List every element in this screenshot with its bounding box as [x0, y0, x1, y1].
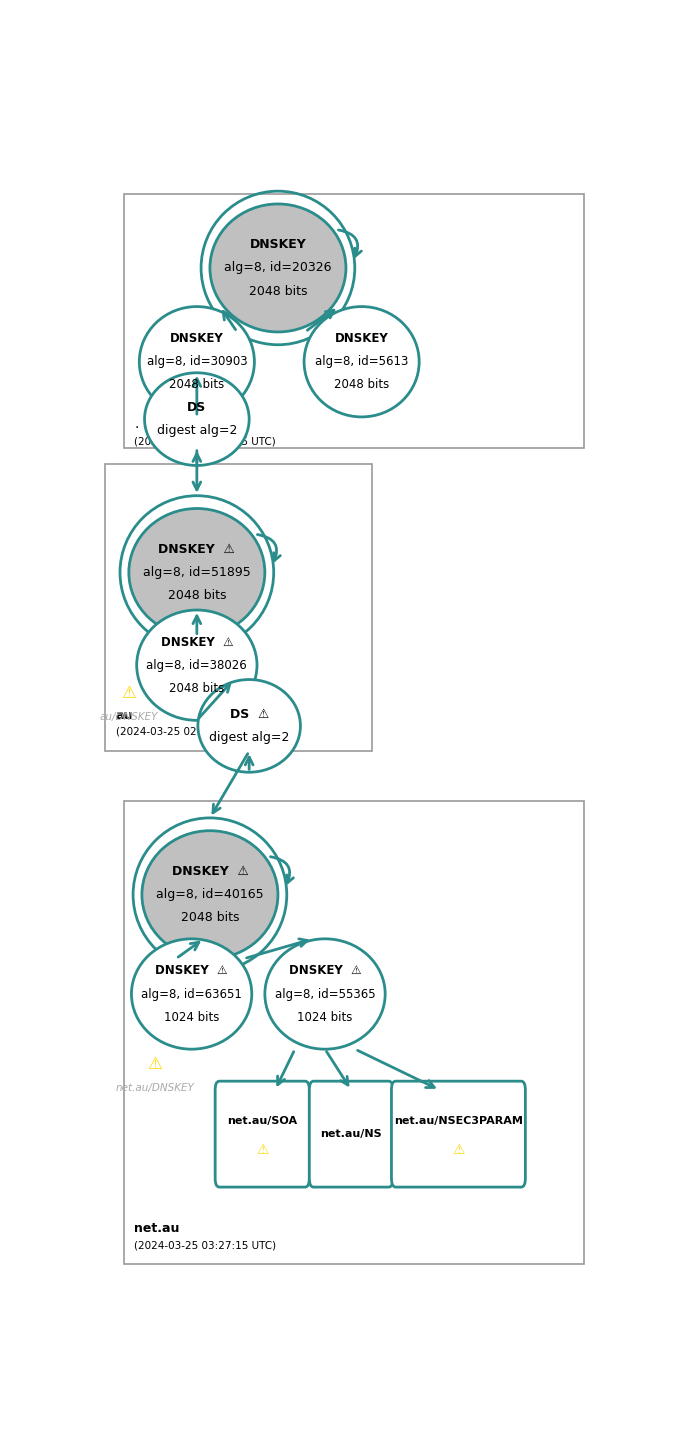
- Text: ⚠: ⚠: [256, 1142, 269, 1156]
- Text: DS: DS: [187, 401, 207, 414]
- Ellipse shape: [304, 307, 419, 417]
- Ellipse shape: [265, 939, 385, 1049]
- Text: 2048 bits: 2048 bits: [181, 911, 239, 924]
- Text: au: au: [116, 709, 133, 722]
- Ellipse shape: [139, 307, 254, 417]
- FancyArrowPatch shape: [257, 535, 280, 560]
- Ellipse shape: [144, 373, 249, 466]
- Text: 2048 bits: 2048 bits: [167, 589, 226, 602]
- Text: digest alg=2: digest alg=2: [157, 424, 237, 437]
- FancyBboxPatch shape: [215, 1080, 309, 1187]
- Text: au/DNSKEY: au/DNSKEY: [100, 712, 158, 722]
- FancyBboxPatch shape: [309, 1080, 393, 1187]
- Text: alg=8, id=51895: alg=8, id=51895: [143, 566, 250, 579]
- Ellipse shape: [142, 831, 278, 959]
- Text: alg=8, id=63651: alg=8, id=63651: [141, 987, 242, 1000]
- Text: DNSKEY: DNSKEY: [170, 332, 223, 345]
- Text: (2024-03-25 03:27:15 UTC): (2024-03-25 03:27:15 UTC): [134, 1240, 276, 1250]
- Text: DNSKEY: DNSKEY: [335, 332, 389, 345]
- Text: alg=8, id=55365: alg=8, id=55365: [275, 987, 375, 1000]
- Text: net.au: net.au: [134, 1222, 180, 1235]
- FancyBboxPatch shape: [392, 1080, 525, 1187]
- Text: net.au/NSEC3PARAM: net.au/NSEC3PARAM: [394, 1116, 523, 1126]
- Text: .: .: [134, 417, 138, 431]
- Text: DS  ⚠: DS ⚠: [230, 708, 269, 721]
- Text: alg=8, id=20326: alg=8, id=20326: [224, 261, 331, 275]
- Text: 1024 bits: 1024 bits: [164, 1010, 219, 1023]
- Text: alg=8, id=38026: alg=8, id=38026: [146, 659, 247, 672]
- Ellipse shape: [210, 203, 346, 332]
- Text: alg=8, id=30903: alg=8, id=30903: [146, 355, 247, 368]
- Ellipse shape: [129, 509, 265, 636]
- Text: DNSKEY  ⚠: DNSKEY ⚠: [155, 964, 228, 977]
- Text: 1024 bits: 1024 bits: [297, 1010, 353, 1023]
- Text: net.au/NS: net.au/NS: [321, 1129, 382, 1139]
- Text: 2048 bits: 2048 bits: [334, 378, 389, 391]
- Text: DNSKEY  ⚠: DNSKEY ⚠: [289, 964, 361, 977]
- Text: (2024-03-25 00:40:05 UTC): (2024-03-25 00:40:05 UTC): [134, 437, 276, 447]
- Text: DNSKEY  ⚠: DNSKEY ⚠: [159, 543, 235, 556]
- Text: DNSKEY  ⚠: DNSKEY ⚠: [161, 635, 233, 649]
- Bar: [124, 801, 584, 1264]
- Text: 2048 bits: 2048 bits: [169, 378, 225, 391]
- Ellipse shape: [198, 679, 300, 772]
- Text: alg=8, id=40165: alg=8, id=40165: [156, 888, 264, 901]
- Text: (2024-03-25 02:21:15 UTC): (2024-03-25 02:21:15 UTC): [116, 727, 258, 737]
- Ellipse shape: [132, 939, 252, 1049]
- Ellipse shape: [136, 610, 257, 721]
- Text: DNSKEY: DNSKEY: [250, 238, 306, 251]
- FancyArrowPatch shape: [271, 857, 294, 883]
- Text: alg=8, id=5613: alg=8, id=5613: [315, 355, 408, 368]
- Text: 2048 bits: 2048 bits: [248, 285, 307, 298]
- Text: net.au/DNSKEY: net.au/DNSKEY: [115, 1083, 194, 1093]
- Bar: [124, 193, 584, 447]
- Text: 2048 bits: 2048 bits: [169, 682, 225, 695]
- Text: ⚠: ⚠: [452, 1142, 464, 1156]
- Text: digest alg=2: digest alg=2: [209, 731, 290, 744]
- Text: DNSKEY  ⚠: DNSKEY ⚠: [171, 866, 248, 878]
- Bar: [105, 464, 372, 751]
- FancyArrowPatch shape: [338, 229, 361, 257]
- Text: net.au/SOA: net.au/SOA: [227, 1116, 297, 1126]
- Text: ⚠: ⚠: [148, 1055, 163, 1072]
- Text: ⚠: ⚠: [122, 684, 136, 702]
